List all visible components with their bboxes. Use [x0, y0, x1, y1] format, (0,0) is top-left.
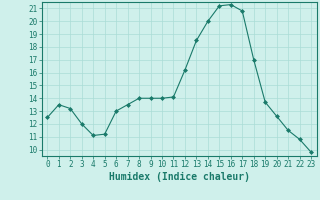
- X-axis label: Humidex (Indice chaleur): Humidex (Indice chaleur): [109, 172, 250, 182]
